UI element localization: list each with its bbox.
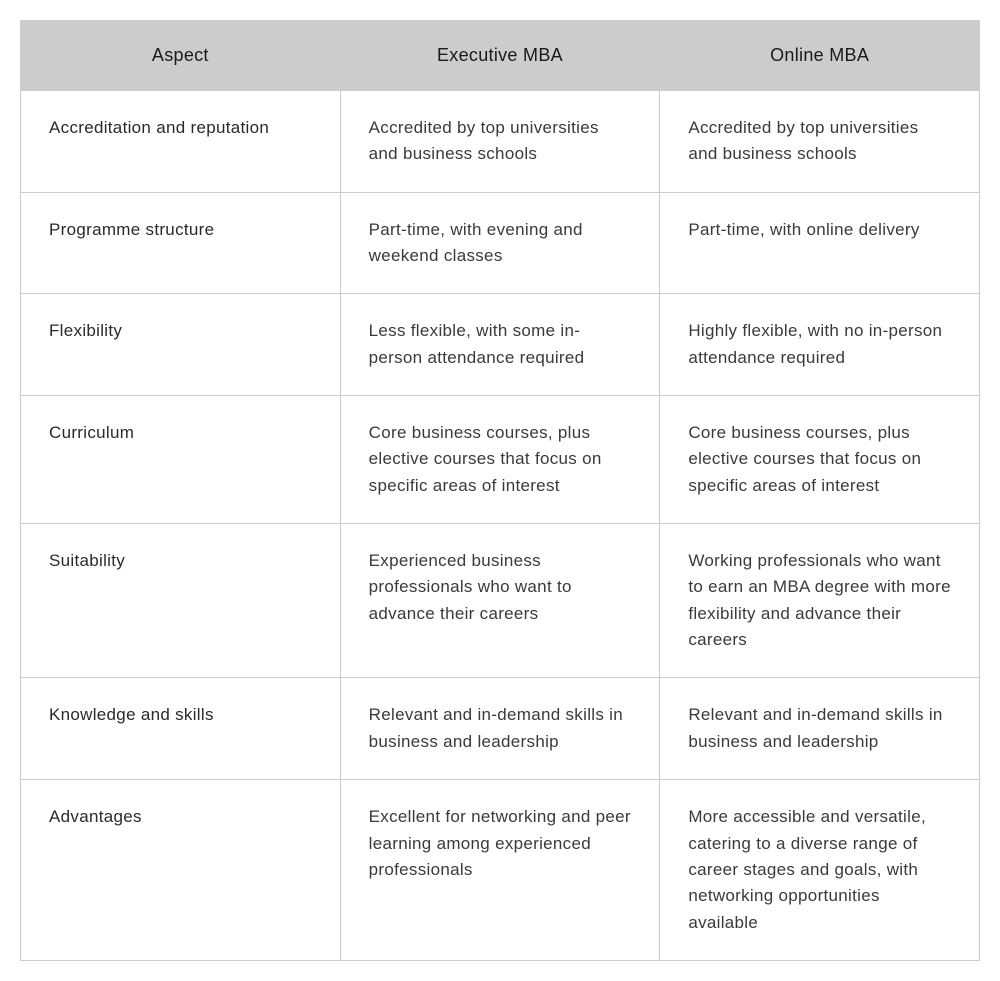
table-row: Suitability Experienced business profess… bbox=[21, 524, 980, 678]
table-row: Curriculum Core business courses, plus e… bbox=[21, 396, 980, 524]
comparison-table: Aspect Executive MBA Online MBA Accredit… bbox=[20, 20, 980, 961]
table-row: Accreditation and reputation Accredited … bbox=[21, 91, 980, 193]
cell-online: Core business courses, plus elective cou… bbox=[660, 396, 980, 524]
cell-executive: Core business courses, plus elective cou… bbox=[340, 396, 660, 524]
header-aspect: Aspect bbox=[21, 21, 341, 91]
cell-executive: Relevant and in-demand skills in busines… bbox=[340, 678, 660, 780]
cell-executive: Experienced business professionals who w… bbox=[340, 524, 660, 678]
cell-aspect: Flexibility bbox=[21, 294, 341, 396]
cell-aspect: Suitability bbox=[21, 524, 341, 678]
cell-executive: Less flexible, with some in-person atten… bbox=[340, 294, 660, 396]
cell-executive: Excellent for networking and peer learni… bbox=[340, 780, 660, 961]
cell-executive: Accredited by top universities and busin… bbox=[340, 91, 660, 193]
cell-online: Part-time, with online delivery bbox=[660, 192, 980, 294]
cell-aspect: Accreditation and reputation bbox=[21, 91, 341, 193]
cell-online: Highly flexible, with no in-person atten… bbox=[660, 294, 980, 396]
cell-online: Accredited by top universities and busin… bbox=[660, 91, 980, 193]
table-row: Flexibility Less flexible, with some in-… bbox=[21, 294, 980, 396]
cell-online: Working professionals who want to earn a… bbox=[660, 524, 980, 678]
table-row: Advantages Excellent for networking and … bbox=[21, 780, 980, 961]
header-executive-mba: Executive MBA bbox=[340, 21, 660, 91]
table-header-row: Aspect Executive MBA Online MBA bbox=[21, 21, 980, 91]
cell-online: More accessible and versatile, catering … bbox=[660, 780, 980, 961]
cell-online: Relevant and in-demand skills in busines… bbox=[660, 678, 980, 780]
cell-aspect: Curriculum bbox=[21, 396, 341, 524]
cell-aspect: Advantages bbox=[21, 780, 341, 961]
cell-executive: Part-time, with evening and weekend clas… bbox=[340, 192, 660, 294]
header-online-mba: Online MBA bbox=[660, 21, 980, 91]
cell-aspect: Programme structure bbox=[21, 192, 341, 294]
cell-aspect: Knowledge and skills bbox=[21, 678, 341, 780]
table-row: Knowledge and skills Relevant and in-dem… bbox=[21, 678, 980, 780]
table-row: Programme structure Part-time, with even… bbox=[21, 192, 980, 294]
